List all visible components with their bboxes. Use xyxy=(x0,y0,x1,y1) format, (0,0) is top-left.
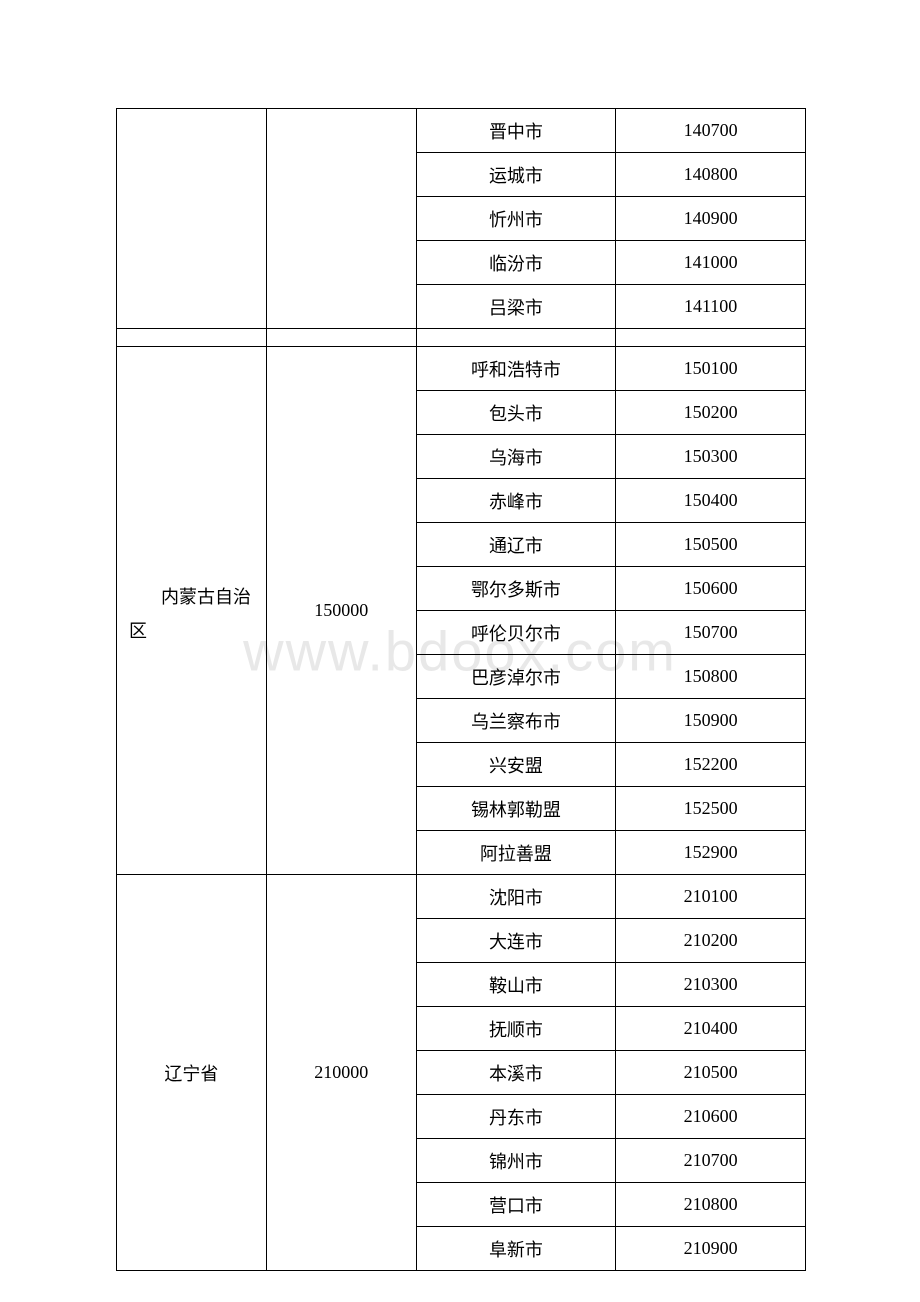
city-cell: 营口市 xyxy=(416,1183,616,1227)
city-cell: 丹东市 xyxy=(416,1095,616,1139)
city-cell: 鞍山市 xyxy=(416,963,616,1007)
city-cell: 阿拉善盟 xyxy=(416,831,616,875)
city-cell: 阜新市 xyxy=(416,1227,616,1271)
city-code-cell: 152200 xyxy=(616,743,806,787)
city-cell: 锦州市 xyxy=(416,1139,616,1183)
spacer-cell xyxy=(416,329,616,347)
city-code-cell: 210700 xyxy=(616,1139,806,1183)
province-name-line1: 内蒙古自治 xyxy=(117,578,258,618)
city-code-cell: 140700 xyxy=(616,109,806,153)
region-code-table: 晋中市 140700 运城市 140800 忻州市 140900 临汾市 141… xyxy=(116,108,806,1271)
city-code-cell: 152900 xyxy=(616,831,806,875)
city-cell: 通辽市 xyxy=(416,523,616,567)
province-cell: 内蒙古自治 区 xyxy=(117,347,267,875)
city-cell: 临汾市 xyxy=(416,241,616,285)
spacer-row xyxy=(117,329,806,347)
city-cell: 沈阳市 xyxy=(416,875,616,919)
table-row: 晋中市 140700 xyxy=(117,109,806,153)
province-cell: 辽宁省 xyxy=(117,875,267,1271)
spacer-cell xyxy=(117,329,267,347)
table-body: 晋中市 140700 运城市 140800 忻州市 140900 临汾市 141… xyxy=(117,109,806,1271)
city-code-cell: 210300 xyxy=(616,963,806,1007)
city-code-cell: 150700 xyxy=(616,611,806,655)
city-code-cell: 210600 xyxy=(616,1095,806,1139)
table-row: 内蒙古自治 区 150000 呼和浩特市 150100 xyxy=(117,347,806,391)
city-cell: 乌海市 xyxy=(416,435,616,479)
city-cell: 抚顺市 xyxy=(416,1007,616,1051)
city-code-cell: 141100 xyxy=(616,285,806,329)
city-cell: 巴彦淖尔市 xyxy=(416,655,616,699)
city-code-cell: 152500 xyxy=(616,787,806,831)
province-code-cell xyxy=(266,109,416,329)
city-cell: 呼和浩特市 xyxy=(416,347,616,391)
city-cell: 晋中市 xyxy=(416,109,616,153)
city-code-cell: 210200 xyxy=(616,919,806,963)
city-cell: 忻州市 xyxy=(416,197,616,241)
city-code-cell: 210500 xyxy=(616,1051,806,1095)
city-code-cell: 210900 xyxy=(616,1227,806,1271)
city-cell: 运城市 xyxy=(416,153,616,197)
city-code-cell: 150100 xyxy=(616,347,806,391)
city-code-cell: 150300 xyxy=(616,435,806,479)
city-cell: 兴安盟 xyxy=(416,743,616,787)
region-code-table-container: 晋中市 140700 运城市 140800 忻州市 140900 临汾市 141… xyxy=(116,108,806,1271)
province-code-cell: 150000 xyxy=(266,347,416,875)
city-code-cell: 210800 xyxy=(616,1183,806,1227)
province-name-line2: 区 xyxy=(117,617,258,643)
city-cell: 本溪市 xyxy=(416,1051,616,1095)
city-cell: 大连市 xyxy=(416,919,616,963)
city-cell: 赤峰市 xyxy=(416,479,616,523)
city-cell: 鄂尔多斯市 xyxy=(416,567,616,611)
city-code-cell: 150800 xyxy=(616,655,806,699)
spacer-cell xyxy=(616,329,806,347)
city-code-cell: 141000 xyxy=(616,241,806,285)
city-cell: 呼伦贝尔市 xyxy=(416,611,616,655)
city-code-cell: 210400 xyxy=(616,1007,806,1051)
table-row: 辽宁省 210000 沈阳市 210100 xyxy=(117,875,806,919)
city-code-cell: 140900 xyxy=(616,197,806,241)
city-code-cell: 150600 xyxy=(616,567,806,611)
city-code-cell: 140800 xyxy=(616,153,806,197)
city-cell: 包头市 xyxy=(416,391,616,435)
city-cell: 乌兰察布市 xyxy=(416,699,616,743)
province-cell xyxy=(117,109,267,329)
city-cell: 锡林郭勒盟 xyxy=(416,787,616,831)
spacer-cell xyxy=(266,329,416,347)
city-code-cell: 150200 xyxy=(616,391,806,435)
city-code-cell: 150500 xyxy=(616,523,806,567)
province-code-cell: 210000 xyxy=(266,875,416,1271)
city-cell: 吕梁市 xyxy=(416,285,616,329)
city-code-cell: 150400 xyxy=(616,479,806,523)
city-code-cell: 150900 xyxy=(616,699,806,743)
city-code-cell: 210100 xyxy=(616,875,806,919)
